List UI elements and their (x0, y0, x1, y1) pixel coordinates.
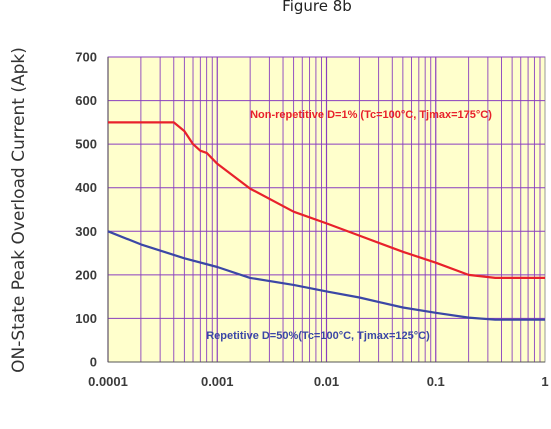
x-tick-labels: 0.0001 0.001 0.01 0.1 1 (88, 370, 549, 389)
y-tick-label: 0 (90, 355, 97, 370)
y-tick-label: 100 (75, 311, 97, 326)
chart-title: Figure 8b (282, 0, 352, 15)
y-axis-label: ON-State Peak Overload Current (Apk) (9, 47, 29, 373)
y-tick-labels: 0 100 200 300 400 500 600 700 (75, 50, 97, 370)
annotation-repetitive: Repetitive D=50%(Tc=100°C, Tjmax=125°C) (206, 330, 430, 342)
x-axis-bound (469, 370, 545, 386)
x-tick-label: 1 (541, 374, 548, 389)
series-line-1 (107, 230, 545, 321)
grid (107, 56, 545, 363)
x-tick-label: 0.001 (201, 374, 234, 389)
x-tick-label: 0.0001 (88, 374, 128, 389)
y-tick-label: 400 (75, 180, 97, 195)
x-tick-label: 0.01 (314, 374, 339, 389)
y-tick-label: 300 (75, 224, 97, 239)
series-line-0 (108, 121, 545, 279)
x-tick-label: 0.1 (427, 374, 445, 389)
y-tick-label: 700 (75, 50, 97, 65)
y-tick-label: 500 (75, 137, 97, 152)
y-tick-label: 200 (75, 267, 97, 282)
annotation-non-repetitive: Non-repetitive D=1% (Tc=100°C, Tjmax=175… (250, 109, 492, 121)
y-tick-label: 600 (75, 93, 97, 108)
series-layer (107, 121, 545, 321)
